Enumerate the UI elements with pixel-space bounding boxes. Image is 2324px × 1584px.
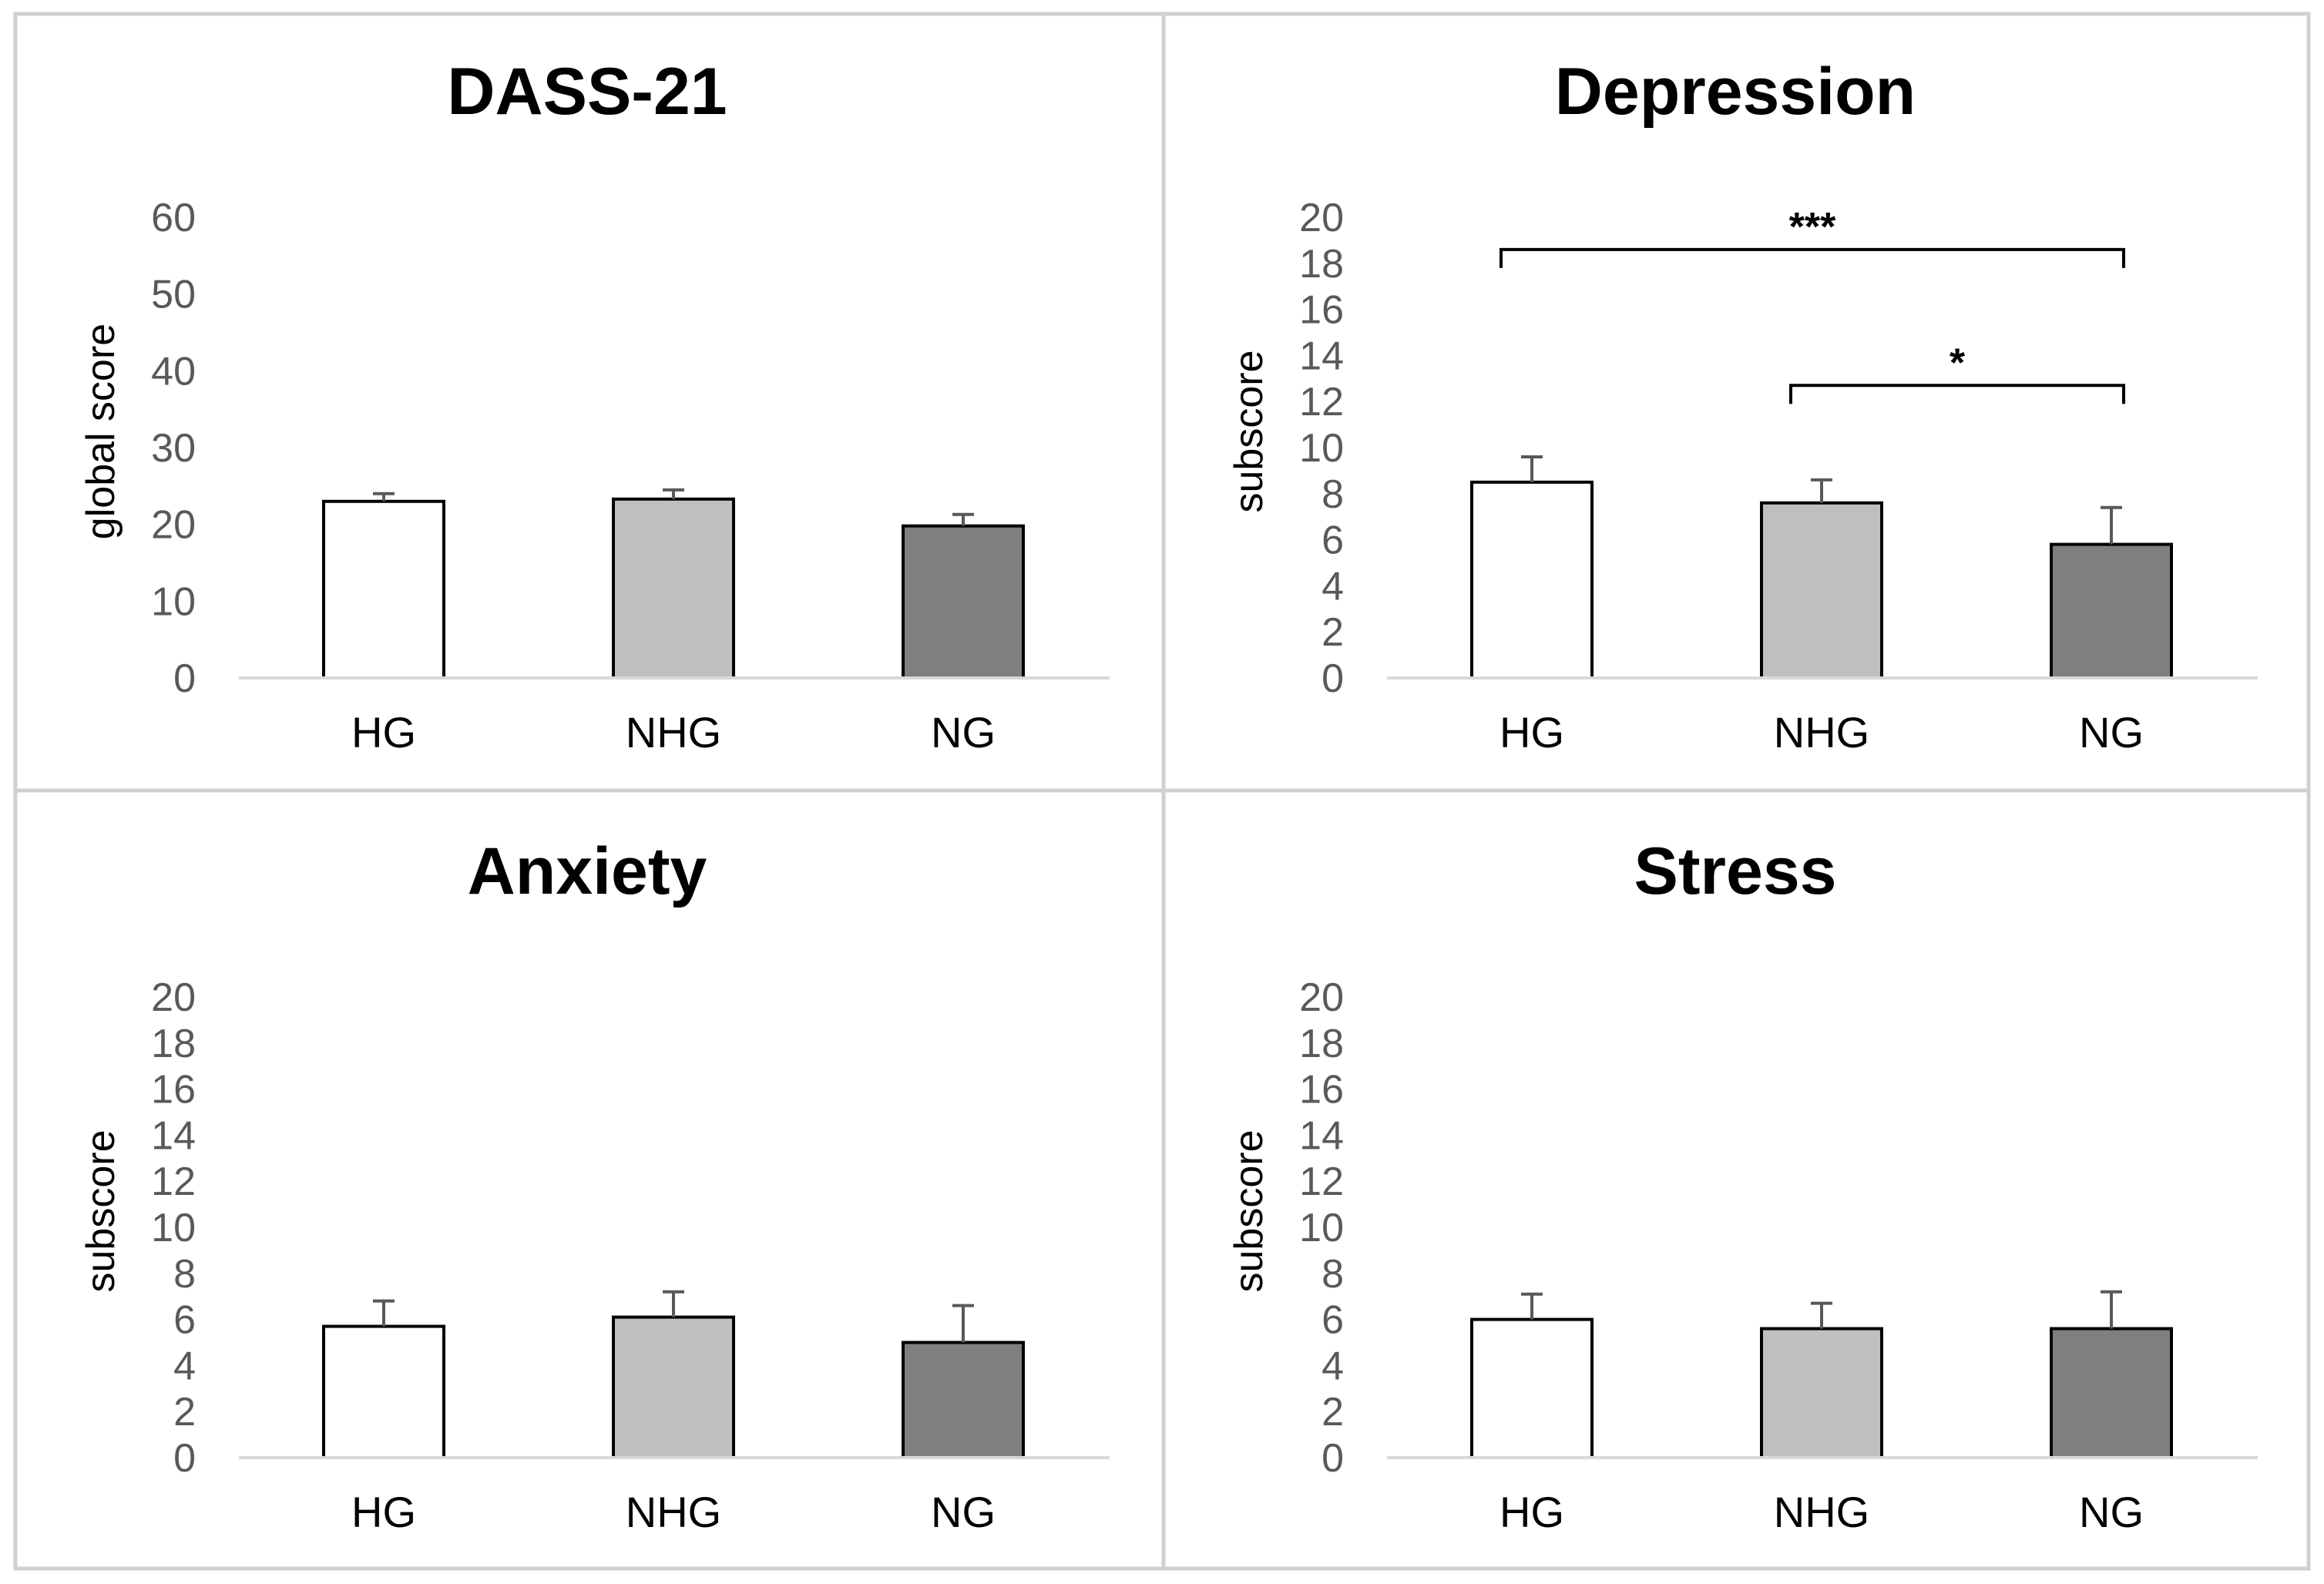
y-tick-label: 20 xyxy=(1299,975,1344,1020)
y-axis-label: global score xyxy=(79,324,123,539)
significance-marker: * xyxy=(1950,341,1966,385)
y-tick-label: 0 xyxy=(1322,656,1344,701)
bar-hg xyxy=(1470,1317,1594,1459)
x-category-label: NG xyxy=(931,1488,996,1536)
error-bar-nhg xyxy=(1811,478,1832,503)
chart-title: Anxiety xyxy=(468,834,707,908)
x-category-label: NG xyxy=(2079,1488,2144,1536)
error-bar-hg xyxy=(373,492,395,502)
y-tick-label: 20 xyxy=(151,975,196,1020)
y-tick-label: 10 xyxy=(151,1206,196,1250)
y-tick-label: 12 xyxy=(1299,380,1344,425)
y-tick-label: 6 xyxy=(1322,518,1344,563)
bar-nhg xyxy=(1760,1327,1883,1459)
y-tick-label: 12 xyxy=(151,1159,196,1204)
y-tick-label: 40 xyxy=(151,349,196,394)
bar-hg xyxy=(322,499,445,680)
y-tick-label: 14 xyxy=(1299,1113,1344,1158)
error-bar-nhg xyxy=(1811,1301,1832,1329)
y-tick-label: 12 xyxy=(1299,1159,1344,1204)
x-category-label: NHG xyxy=(1774,1488,1869,1536)
chart-title: Depression xyxy=(1555,55,1916,129)
y-tick-label: 8 xyxy=(173,1252,196,1297)
y-tick-label: 60 xyxy=(151,196,196,240)
y-tick-label: 4 xyxy=(173,1344,196,1388)
y-tick-label: 8 xyxy=(1322,472,1344,517)
y-tick-label: 0 xyxy=(173,1436,196,1481)
bar-nhg xyxy=(612,1315,735,1459)
x-category-label: HG xyxy=(1500,708,1564,757)
bar-nhg xyxy=(1760,501,1883,680)
y-tick-label: 8 xyxy=(1322,1252,1344,1297)
chart-panel-dass-21: DASS-21 global score 0 10 20 30 40 50 60 HG NHG NG xyxy=(79,55,1110,757)
y-axis-label: subscore xyxy=(1227,351,1271,513)
y-tick-label: 4 xyxy=(1322,564,1344,609)
significance-bracket: *** xyxy=(1500,205,2125,268)
y-tick-label: 16 xyxy=(151,1068,196,1112)
error-bar-ng xyxy=(2101,1290,2122,1329)
y-tick-label: 2 xyxy=(1322,610,1344,655)
bar-ng xyxy=(902,1341,1025,1459)
bar-hg xyxy=(1470,480,1594,680)
y-tick-label: 50 xyxy=(151,273,196,317)
x-category-label: NHG xyxy=(626,1488,721,1536)
y-tick-label: 16 xyxy=(1299,1068,1344,1112)
bar-hg xyxy=(322,1324,445,1459)
significance-bracket: * xyxy=(1789,341,2125,404)
y-tick-label: 18 xyxy=(1299,1022,1344,1066)
y-tick-label: 4 xyxy=(1322,1344,1344,1388)
y-tick-label: 2 xyxy=(173,1390,196,1435)
error-bar-ng xyxy=(952,1304,974,1343)
x-category-label: NG xyxy=(2079,708,2144,757)
x-category-label: HG xyxy=(351,708,416,757)
error-bar-hg xyxy=(373,1299,395,1327)
y-axis-label: subscore xyxy=(79,1130,123,1293)
y-tick-label: 20 xyxy=(151,503,196,548)
y-tick-label: 16 xyxy=(1299,288,1344,333)
y-tick-label: 10 xyxy=(151,579,196,624)
error-bar-ng xyxy=(2101,505,2122,545)
y-tick-label: 6 xyxy=(1322,1298,1344,1343)
x-category-label: NHG xyxy=(626,708,721,757)
y-tick-label: 6 xyxy=(173,1298,196,1343)
y-tick-label: 18 xyxy=(151,1022,196,1066)
error-bar-hg xyxy=(1521,1292,1543,1320)
y-tick-label: 0 xyxy=(173,656,196,701)
y-tick-label: 10 xyxy=(1299,426,1344,471)
error-bar-ng xyxy=(952,512,974,526)
x-category-label: NHG xyxy=(1774,708,1869,757)
y-tick-label: 10 xyxy=(1299,1206,1344,1250)
y-tick-label: 18 xyxy=(1299,242,1344,287)
significance-marker: *** xyxy=(1789,205,1836,250)
error-bar-nhg xyxy=(663,1290,684,1317)
significance-bracket-line xyxy=(1500,247,2125,268)
y-tick-label: 14 xyxy=(1299,334,1344,378)
bar-ng xyxy=(2050,542,2173,680)
y-axis-label: subscore xyxy=(1227,1130,1271,1293)
y-tick-label: 14 xyxy=(151,1113,196,1158)
x-category-label: HG xyxy=(1500,1488,1564,1536)
y-tick-label: 2 xyxy=(1322,1390,1344,1435)
chart-title: Stress xyxy=(1634,834,1837,908)
x-category-label: HG xyxy=(351,1488,416,1536)
bar-ng xyxy=(2050,1327,2173,1459)
bar-ng xyxy=(902,524,1025,680)
significance-bracket-line xyxy=(1789,384,2125,404)
error-bar-nhg xyxy=(663,488,684,499)
error-bar-hg xyxy=(1521,455,1543,482)
y-tick-label: 20 xyxy=(1299,196,1344,240)
y-tick-label: 30 xyxy=(151,426,196,471)
bar-nhg xyxy=(612,497,735,680)
y-tick-label: 0 xyxy=(1322,1436,1344,1481)
x-category-label: NG xyxy=(931,708,996,757)
chart-title: DASS-21 xyxy=(447,55,727,129)
